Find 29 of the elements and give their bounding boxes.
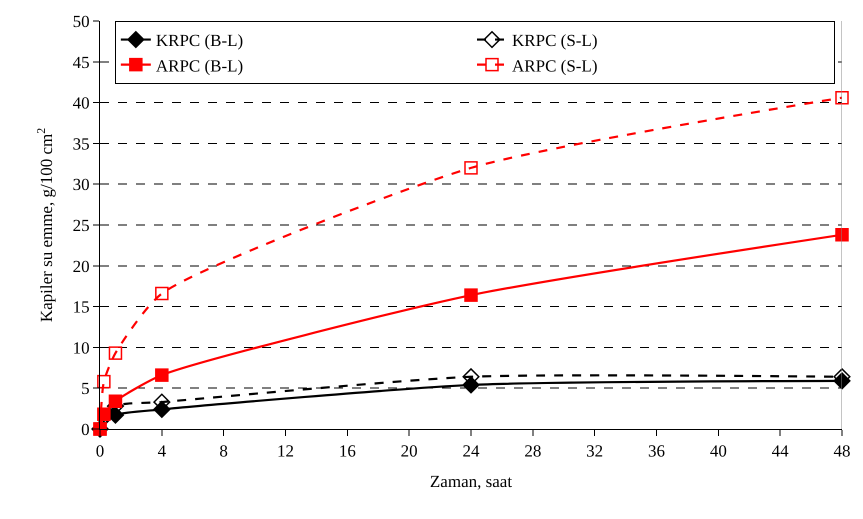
y-tick-label: 30 bbox=[72, 175, 90, 194]
x-axis-title: Zaman, saat bbox=[430, 472, 512, 491]
x-tick-label: 40 bbox=[710, 441, 727, 460]
legend-label: KRPC (S-L) bbox=[512, 31, 598, 50]
x-tick-label: 0 bbox=[96, 441, 104, 460]
x-tick-label: 24 bbox=[462, 441, 480, 460]
x-tick-label: 44 bbox=[772, 441, 790, 460]
legend-label: ARPC (B-L) bbox=[156, 56, 244, 76]
x-tick-label: 32 bbox=[586, 441, 604, 460]
x-tick-label: 4 bbox=[158, 441, 167, 460]
y-tick-label: 20 bbox=[72, 256, 90, 276]
x-tick-label: 20 bbox=[400, 441, 418, 460]
y-tick-label: 35 bbox=[72, 134, 90, 154]
y-tick-label: 25 bbox=[72, 216, 90, 235]
y-tick-label: 0 bbox=[81, 420, 90, 439]
x-tick-label: 28 bbox=[524, 441, 542, 460]
y-tick-label: 40 bbox=[72, 94, 90, 113]
x-tick-label: 36 bbox=[648, 441, 665, 460]
x-tick-label: 48 bbox=[834, 441, 850, 460]
y-tick-label: 10 bbox=[72, 338, 90, 358]
x-tick-label: 8 bbox=[219, 441, 228, 460]
y-tick-label: 45 bbox=[72, 52, 90, 72]
y-tick-label: 5 bbox=[81, 379, 90, 398]
x-tick-label: 12 bbox=[277, 441, 294, 460]
legend-label: ARPC (S-L) bbox=[512, 56, 598, 76]
x-tick-label: 16 bbox=[338, 441, 356, 460]
y-tick-label: 15 bbox=[72, 298, 90, 317]
y-tick-label: 50 bbox=[72, 12, 90, 31]
legend-label: KRPC (B-L) bbox=[156, 31, 244, 50]
